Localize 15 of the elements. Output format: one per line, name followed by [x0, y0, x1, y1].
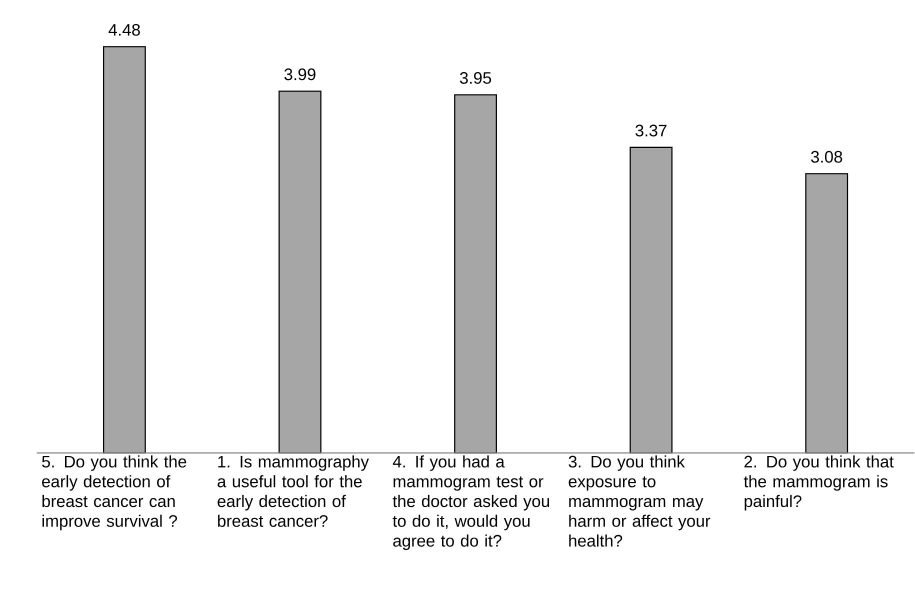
bar — [630, 146, 673, 454]
x-tick-label: 5. Do you think the early detection of breast cancer can improve survival ? — [42, 455, 186, 530]
bar — [102, 46, 146, 454]
data-label: 3.99 — [284, 68, 316, 80]
data-label: 3.95 — [460, 72, 492, 84]
data-label: 3.37 — [635, 124, 666, 136]
data-label: 4.48 — [108, 24, 140, 36]
data-label: 3.08 — [811, 150, 842, 163]
bar — [278, 90, 322, 454]
bar — [454, 94, 497, 454]
x-tick-label: 2. Do you think that the mammogram is painful? — [744, 455, 894, 510]
x-tick-label: 3. Do you think exposure to mammogram may harm or affect your health? — [568, 455, 710, 547]
x-tick-label: 4. If you had a mammogram test or the doctor asked you to do it, would you agree to do it? — [392, 455, 550, 550]
bar — [805, 172, 848, 454]
x-tick-label: 1. Is mammography a useful tool for the early detection of breast cancer? — [218, 455, 369, 527]
